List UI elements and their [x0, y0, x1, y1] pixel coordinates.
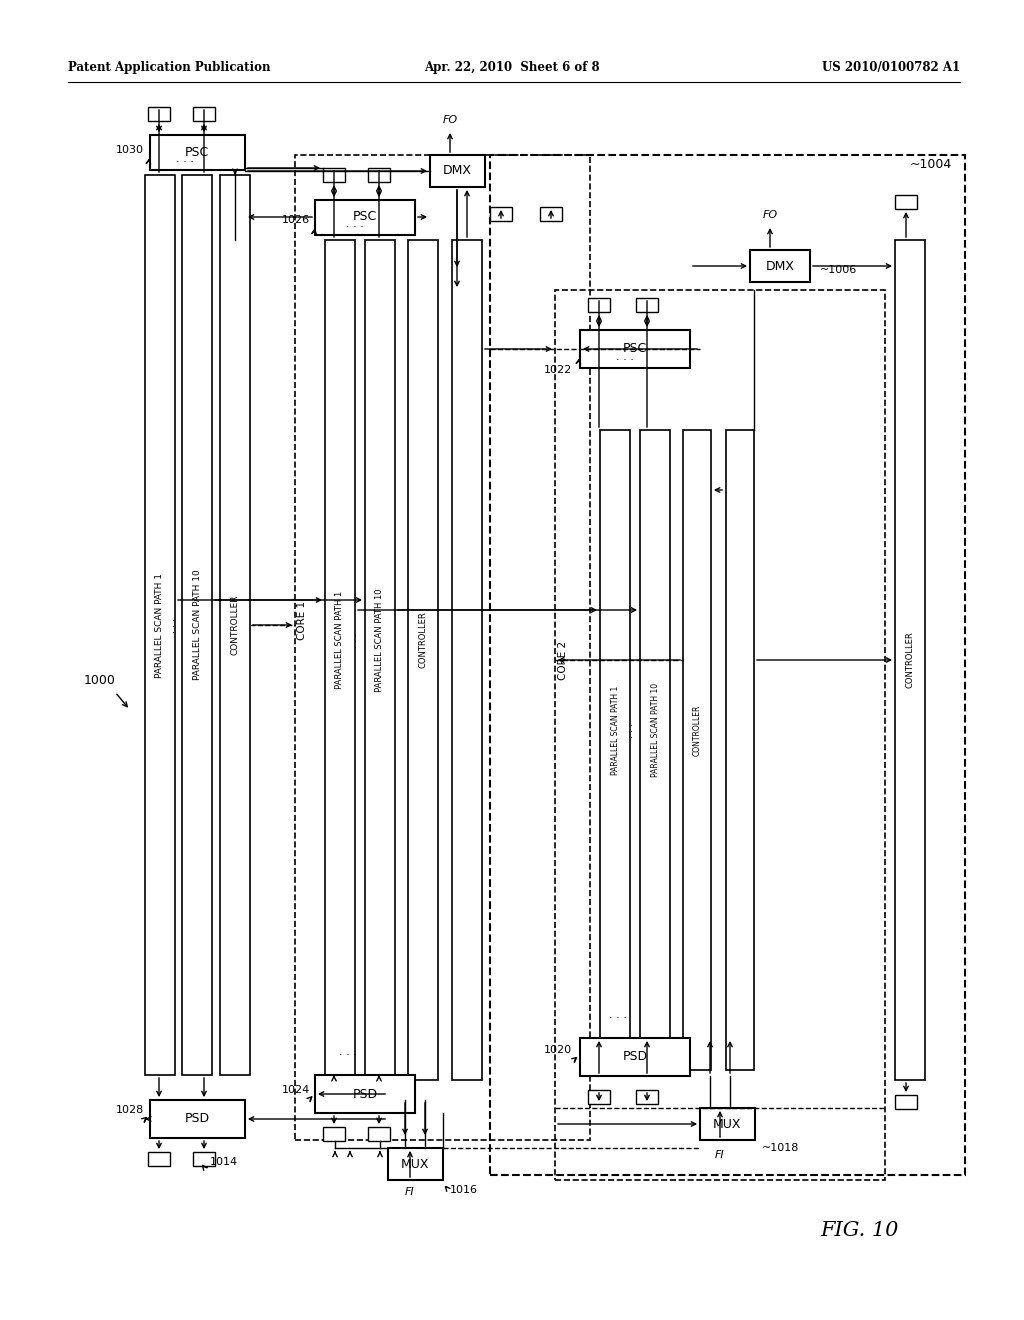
Text: 1028: 1028 [116, 1105, 144, 1115]
Bar [580, 330, 690, 368]
Bar [148, 1152, 170, 1166]
Text: FI: FI [715, 1150, 725, 1160]
Text: · · ·: · · · [170, 618, 180, 632]
Bar [490, 154, 965, 1175]
Text: MUX: MUX [400, 1158, 429, 1171]
Bar [636, 1090, 658, 1104]
Bar [588, 1090, 610, 1104]
Text: 1000: 1000 [84, 673, 116, 686]
Bar [368, 1127, 390, 1140]
Text: DMX: DMX [766, 260, 795, 272]
Text: 1016: 1016 [450, 1185, 478, 1195]
Text: Apr. 22, 2010  Sheet 6 of 8: Apr. 22, 2010 Sheet 6 of 8 [424, 62, 600, 74]
Bar [315, 201, 415, 235]
Text: MUX: MUX [713, 1118, 741, 1130]
Text: PARALLEL SCAN PATH 1: PARALLEL SCAN PATH 1 [336, 591, 344, 689]
Text: PARALLEL SCAN PATH 10: PARALLEL SCAN PATH 10 [193, 570, 202, 680]
Bar [895, 1096, 918, 1109]
Bar [193, 1152, 215, 1166]
Bar [895, 240, 925, 1080]
Bar [580, 1038, 690, 1076]
Bar [295, 154, 590, 1140]
Bar [588, 298, 610, 312]
Bar [636, 298, 658, 312]
Bar [750, 249, 810, 282]
Text: FI: FI [406, 1187, 415, 1197]
Bar [145, 176, 175, 1074]
Bar [490, 207, 512, 220]
Text: FO: FO [763, 210, 777, 220]
Text: 1022: 1022 [544, 366, 572, 375]
Text: CONTROLLER: CONTROLLER [230, 595, 240, 655]
Text: PSD: PSD [623, 1051, 647, 1064]
Bar [700, 1107, 755, 1140]
Text: PSC: PSC [623, 342, 647, 355]
Bar [182, 176, 212, 1074]
Text: 1030: 1030 [116, 145, 144, 154]
Text: ~1018: ~1018 [762, 1143, 800, 1152]
Text: · · ·: · · · [609, 1012, 627, 1023]
Bar [600, 430, 630, 1071]
Text: PSD: PSD [352, 1088, 378, 1101]
Bar [315, 1074, 415, 1113]
Text: CONTROLLER: CONTROLLER [419, 611, 427, 668]
Bar [430, 154, 485, 187]
Text: PSC: PSC [185, 145, 209, 158]
Text: PARALLEL SCAN PATH 1: PARALLEL SCAN PATH 1 [156, 573, 165, 677]
Bar [220, 176, 250, 1074]
Bar [148, 107, 170, 121]
Text: FO: FO [442, 115, 458, 125]
Text: ~1006: ~1006 [820, 265, 857, 275]
Text: · · ·: · · · [616, 355, 634, 366]
Text: CONTROLLER: CONTROLLER [692, 705, 701, 755]
Bar [150, 1100, 245, 1138]
Bar [540, 207, 562, 220]
Bar [683, 430, 711, 1071]
Text: ~1004: ~1004 [910, 158, 952, 172]
Bar [323, 1127, 345, 1140]
Bar [895, 195, 918, 209]
Bar [365, 240, 395, 1080]
Text: FIG. 10: FIG. 10 [820, 1221, 898, 1239]
Bar [193, 107, 215, 121]
Bar [323, 168, 345, 182]
Text: DMX: DMX [442, 165, 471, 177]
Text: US 2010/0100782 A1: US 2010/0100782 A1 [822, 62, 961, 74]
Text: · · ·: · · · [339, 1049, 357, 1060]
Text: CORE 1: CORE 1 [297, 601, 307, 640]
Text: Patent Application Publication: Patent Application Publication [68, 62, 270, 74]
Text: 1026: 1026 [282, 215, 310, 224]
Bar [368, 168, 390, 182]
Text: · · ·: · · · [352, 632, 362, 648]
Bar [452, 240, 482, 1080]
Bar [408, 240, 438, 1080]
Text: · · ·: · · · [346, 222, 364, 232]
Bar [325, 240, 355, 1080]
Text: 1014: 1014 [210, 1158, 239, 1167]
Text: 1024: 1024 [282, 1085, 310, 1096]
Text: PSD: PSD [184, 1113, 210, 1126]
Text: PARALLEL SCAN PATH 10: PARALLEL SCAN PATH 10 [650, 682, 659, 777]
Bar [150, 135, 245, 170]
Text: PSC: PSC [353, 210, 377, 223]
Bar [555, 290, 885, 1180]
Bar [388, 1148, 443, 1180]
Text: · · ·: · · · [176, 157, 194, 168]
Bar [726, 430, 754, 1071]
Text: CORE 2: CORE 2 [558, 640, 568, 680]
Text: CONTROLLER: CONTROLLER [905, 632, 914, 688]
Text: 1020: 1020 [544, 1045, 572, 1055]
Text: · · ·: · · · [628, 722, 638, 738]
Text: PARALLEL SCAN PATH 10: PARALLEL SCAN PATH 10 [376, 589, 384, 692]
Text: PARALLEL SCAN PATH 1: PARALLEL SCAN PATH 1 [610, 685, 620, 775]
Bar [640, 430, 670, 1071]
